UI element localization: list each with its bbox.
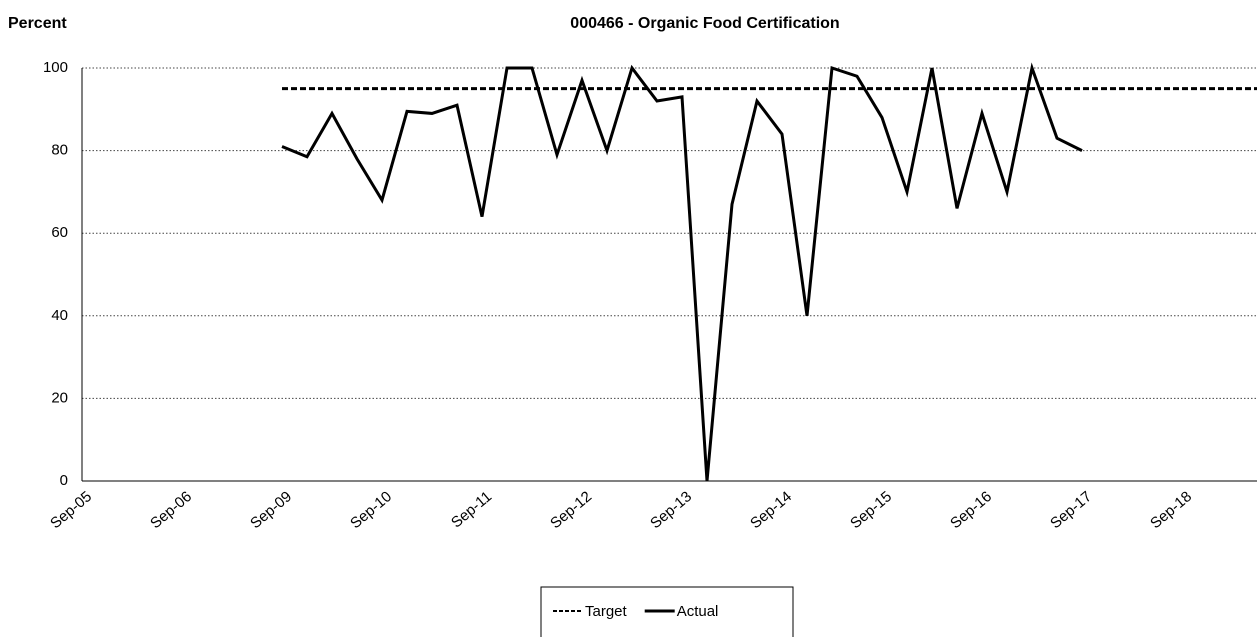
x-tick-label: Sep-15 — [847, 488, 895, 532]
x-tick-label: Sep-18 — [1147, 488, 1195, 532]
data-line — [281, 62, 1083, 482]
x-tick-label: Sep-16 — [947, 488, 995, 532]
x-tick-label: Sep-17 — [1047, 488, 1095, 532]
y-tick-label: 100 — [43, 59, 68, 76]
legend-label: Actual — [677, 603, 719, 620]
x-tick-label: Sep-11 — [448, 488, 495, 531]
y-tick-label: 0 — [60, 472, 68, 489]
y-tick-label: 80 — [51, 142, 68, 159]
x-tick-label: Sep-05 — [47, 488, 95, 532]
legend-label: Target — [585, 603, 628, 620]
x-tick-label: Sep-12 — [547, 488, 595, 532]
x-tick-label: Sep-13 — [647, 488, 695, 532]
x-tick-label: Sep-09 — [247, 488, 295, 532]
y-axis-label: Percent — [8, 15, 67, 32]
y-tick-label: 40 — [51, 307, 68, 324]
x-tick-label: Sep-10 — [347, 488, 395, 532]
x-tick-label: Sep-06 — [147, 488, 195, 532]
chart-title: 000466 - Organic Food Certification — [570, 15, 839, 32]
y-tick-label: 60 — [51, 224, 68, 241]
x-tick-label: Sep-14 — [747, 488, 795, 532]
y-tick-label: 20 — [51, 389, 68, 406]
